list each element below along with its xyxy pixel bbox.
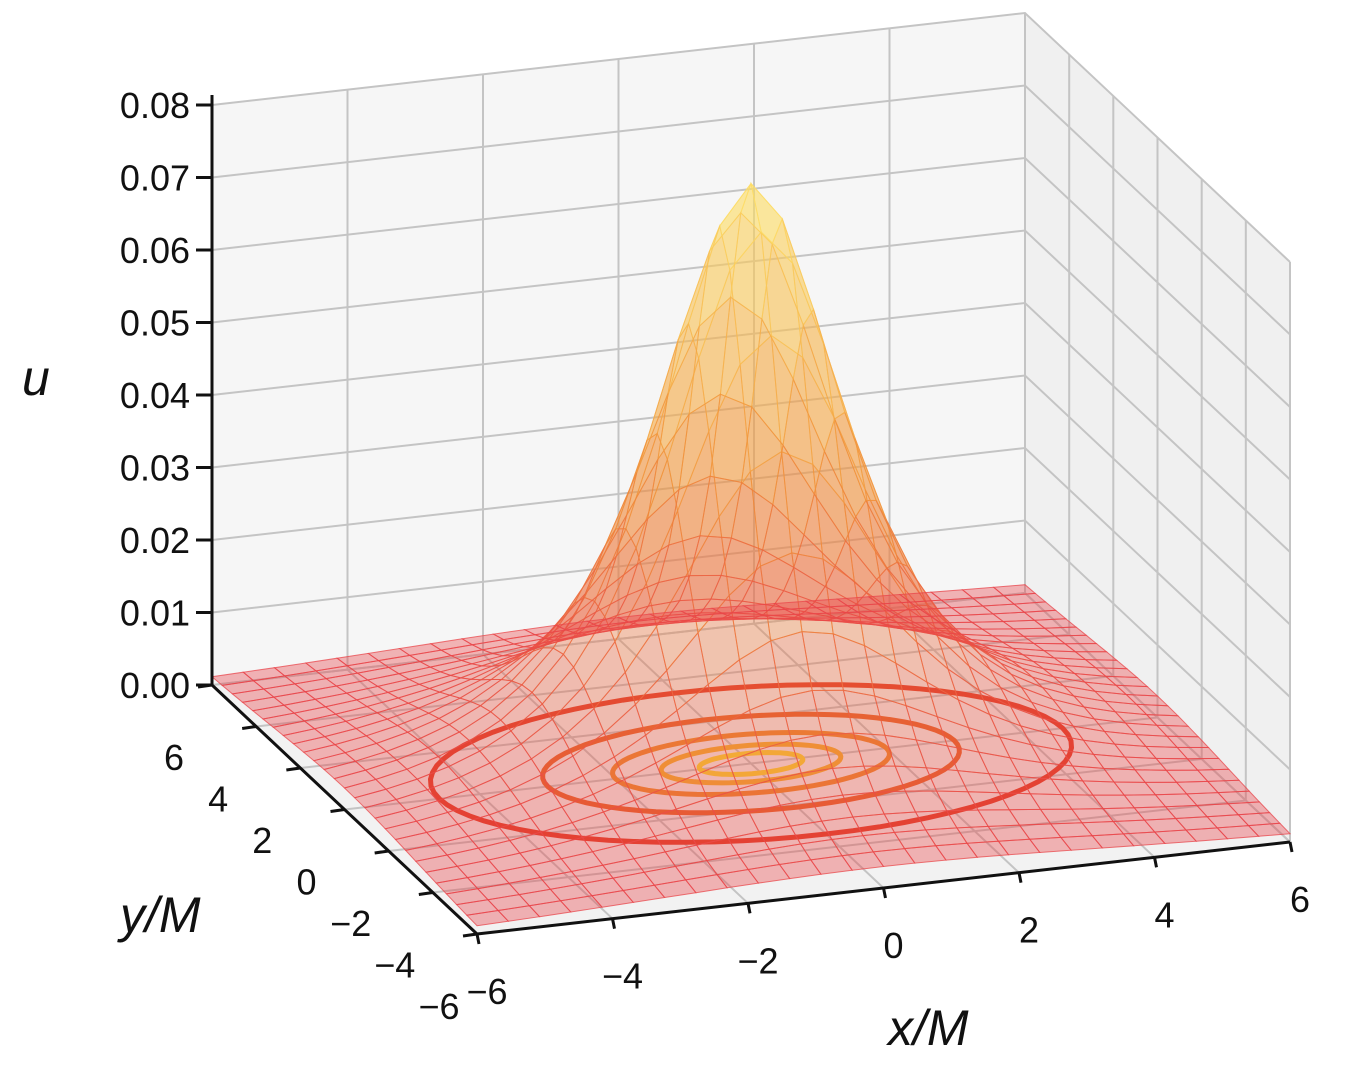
x-tick-mark <box>475 933 481 945</box>
grid-line-z <box>211 519 1291 771</box>
grid-line-z <box>211 84 1291 336</box>
z-tick-label: 0.08 <box>120 85 190 126</box>
z-tick-label: 0.00 <box>120 665 190 706</box>
y-tick-label: 4 <box>208 779 228 820</box>
tick-labels: 0.000.010.020.030.040.050.060.070.08−6 −4… <box>120 85 1310 1027</box>
z-tick-label: 0.07 <box>120 158 190 199</box>
y-tick-mark <box>418 891 434 896</box>
y-tick-mark <box>330 808 345 813</box>
contour-line <box>427 682 1075 845</box>
z-tick-label: 0.05 <box>120 303 190 344</box>
x-tick-label: 6 <box>1290 879 1310 920</box>
x-tick-mark <box>611 918 616 929</box>
y-tick-mark <box>241 725 257 730</box>
grid-line-z <box>211 301 1291 553</box>
y-tick-label: 0 <box>296 862 316 903</box>
y-tick-label: −6 <box>418 986 459 1027</box>
y-tick-label: 6 <box>164 737 184 778</box>
y-tick-label: −4 <box>374 945 415 986</box>
x-tick-mark <box>1153 857 1158 868</box>
surface-mesh <box>210 181 1292 927</box>
grid-line-z <box>211 229 1291 481</box>
contour-line <box>696 749 806 778</box>
z-tick-label: 0.02 <box>120 520 190 561</box>
x-tick-mark <box>746 903 752 914</box>
x-tick-mark <box>882 887 887 899</box>
y-tick-mark <box>286 766 301 772</box>
surface-patch <box>210 671 255 686</box>
contour-line <box>658 741 844 786</box>
grid-line-z <box>211 374 1291 626</box>
contour-line <box>610 729 892 798</box>
x-tick-label: −6 <box>466 971 507 1012</box>
x-tick-label: 0 <box>883 925 903 966</box>
y-tick-label: 2 <box>252 820 272 861</box>
z-tick-label: 0.04 <box>120 375 190 416</box>
x-tick-mark <box>1288 841 1294 853</box>
x-tick-label: 4 <box>1154 894 1174 935</box>
x-tick-mark <box>1017 872 1023 883</box>
contour-lines <box>427 682 1075 845</box>
y-tick-mark <box>374 849 389 855</box>
y-axis-label: y/M <box>117 887 201 943</box>
y-tick-mark <box>462 932 478 938</box>
x-tick-label: −2 <box>737 940 778 981</box>
z-axis-label: u <box>22 350 50 406</box>
z-tick-label: 0.01 <box>120 593 190 634</box>
x-tick-label: −4 <box>602 956 643 997</box>
y-tick-label: −2 <box>330 903 371 944</box>
x-tick-label: 2 <box>1019 910 1039 951</box>
z-tick-label: 0.03 <box>120 448 190 489</box>
z-tick-label: 0.06 <box>120 230 190 271</box>
contour-line <box>540 711 962 816</box>
x-axis-label: x/M <box>886 1000 969 1056</box>
grid-line-z <box>211 156 1291 408</box>
axes <box>196 95 1294 945</box>
grid-line-z <box>211 11 1291 263</box>
y-tick-mark <box>197 683 213 689</box>
grid-line-z <box>211 446 1291 698</box>
